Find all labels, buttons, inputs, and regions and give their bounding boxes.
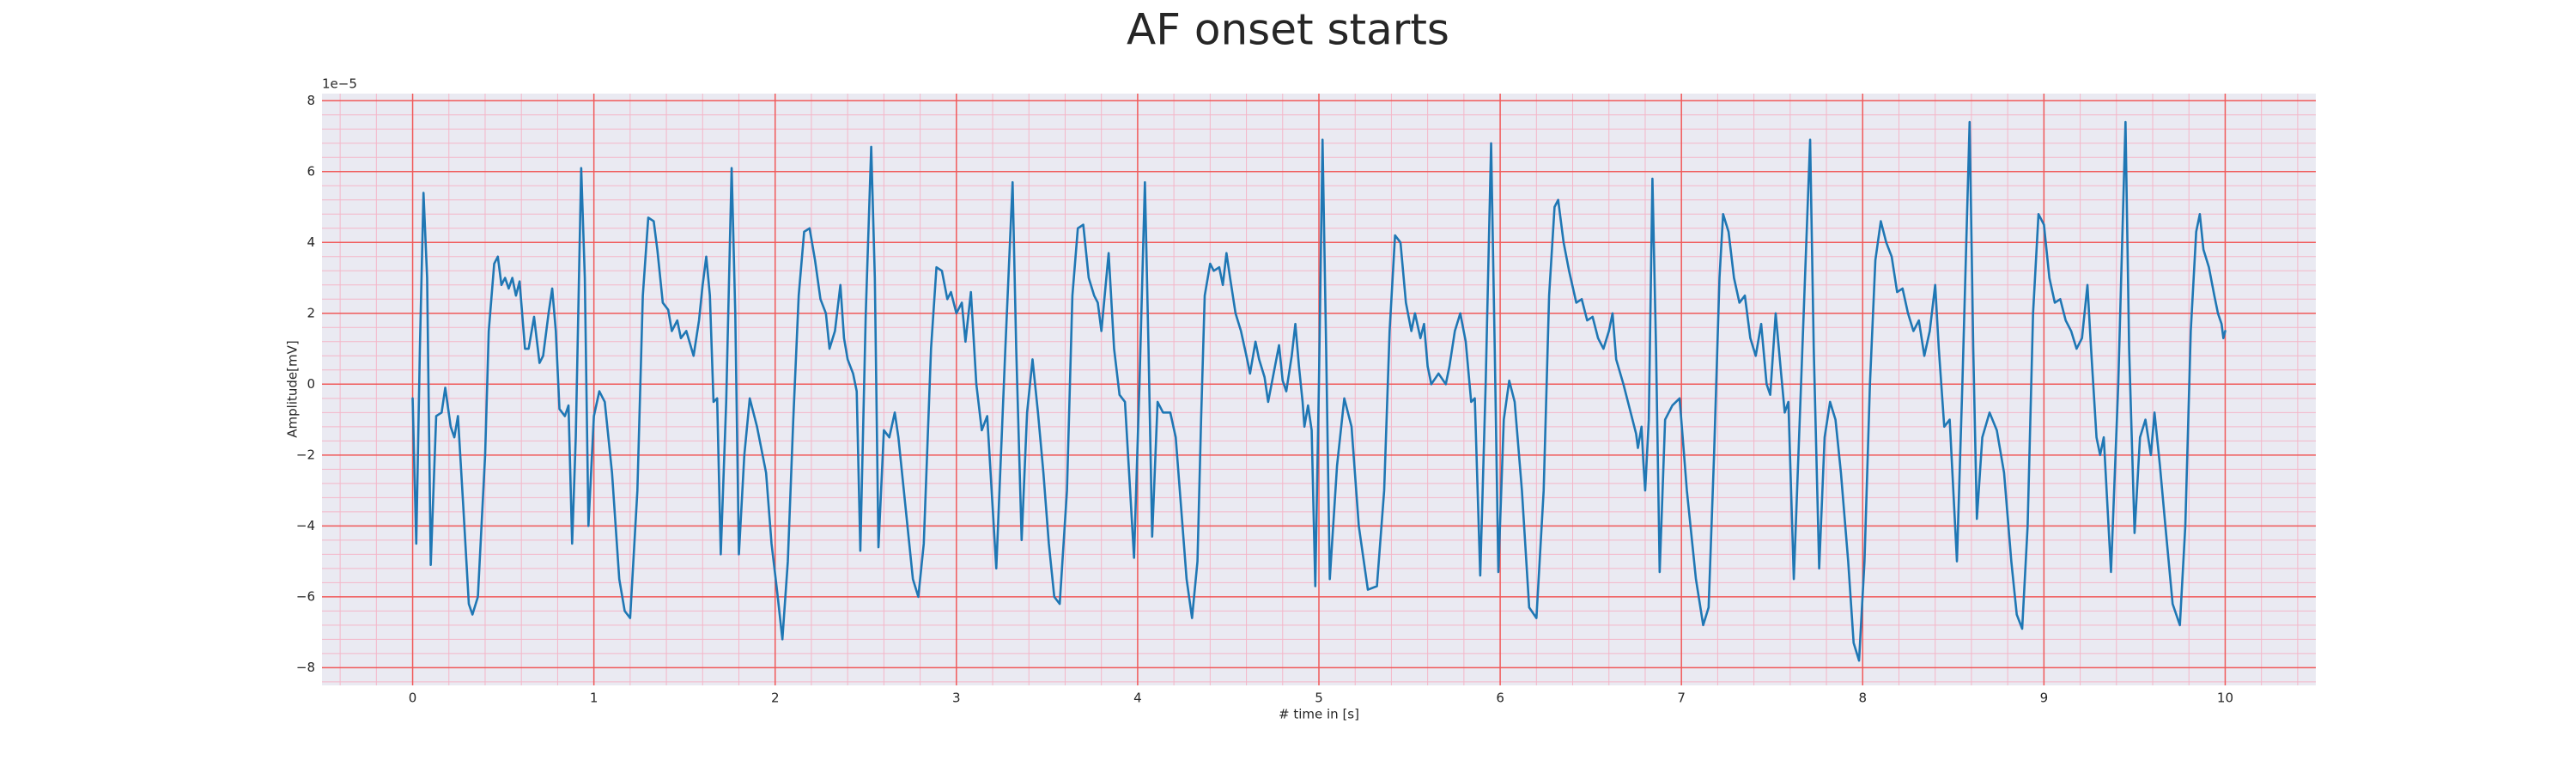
x-tick-label: 8	[1858, 691, 1867, 706]
y-tick-label: −2	[296, 447, 315, 462]
y-tick-label: 0	[307, 376, 315, 392]
x-tick-label: 4	[1133, 691, 1142, 706]
x-tick-label: 6	[1496, 691, 1504, 706]
x-tick-label: 10	[2217, 691, 2233, 706]
x-tick-label: 2	[771, 691, 780, 706]
major-grid	[322, 94, 2316, 685]
x-tick-label: 1	[590, 691, 598, 706]
chart-title: AF onset starts	[1127, 5, 1449, 55]
offset-text: 1e−5	[322, 76, 357, 92]
y-tick-label: −8	[296, 660, 315, 675]
x-tick-label: 0	[409, 691, 417, 706]
y-tick-label: 2	[307, 305, 315, 320]
x-tick-label: 3	[952, 691, 961, 706]
signal-line	[411, 120, 2227, 662]
y-tick-label: −4	[296, 518, 315, 533]
y-tick-label: 8	[307, 93, 315, 108]
y-tick-label: 6	[307, 163, 315, 179]
x-tick-label: 7	[1677, 691, 1686, 706]
x-tick-label: 5	[1315, 691, 1323, 706]
y-tick-label: 4	[307, 234, 315, 250]
y-axis-label: Amplitude[mV]	[285, 340, 301, 437]
x-axis-label: # time in [s]	[1279, 707, 1359, 722]
data-layer	[411, 120, 2227, 662]
x-tick-label: 9	[2040, 691, 2049, 706]
y-tick-label: −6	[296, 588, 315, 604]
